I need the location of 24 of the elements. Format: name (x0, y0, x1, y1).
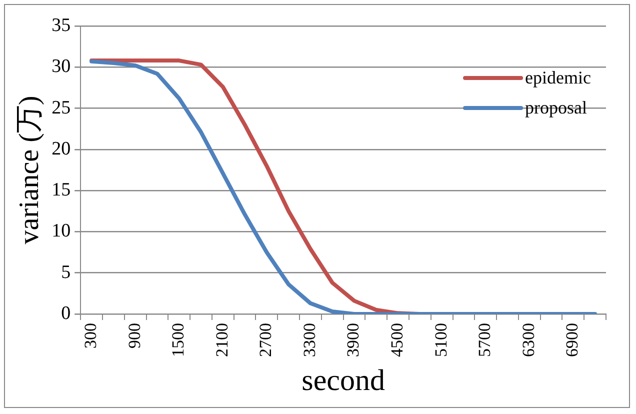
legend-label: epidemic (525, 68, 592, 88)
y-axis-title: variance (万) (14, 96, 46, 244)
x-tick-label: 2100 (212, 323, 232, 357)
x-tick-label: 6900 (562, 323, 582, 357)
y-tick-label: 35 (52, 14, 71, 36)
x-axis-title: second (302, 364, 385, 397)
y-tick-label: 15 (52, 180, 71, 201)
x-tick-label: 2700 (256, 323, 276, 357)
y-tick-label: 25 (52, 97, 71, 118)
x-tick-label: 900 (124, 323, 144, 348)
y-tick-label: 20 (52, 138, 71, 160)
x-tick-label: 300 (81, 323, 100, 348)
x-tick-label: 6300 (518, 323, 538, 357)
x-tick-label: 5700 (475, 323, 494, 357)
y-tick-label: 10 (52, 220, 71, 242)
x-tick-label: 3300 (300, 323, 319, 357)
y-tick-label: 0 (61, 302, 71, 324)
x-tick-label: 4500 (388, 323, 406, 357)
x-tick-label: 3900 (344, 323, 363, 357)
x-tick-label: 1500 (168, 323, 188, 357)
y-tick-label: 5 (61, 262, 71, 283)
x-tick-label: 5100 (431, 323, 450, 357)
y-tick-label: 30 (52, 56, 71, 78)
legend-label: proposal (525, 98, 588, 118)
